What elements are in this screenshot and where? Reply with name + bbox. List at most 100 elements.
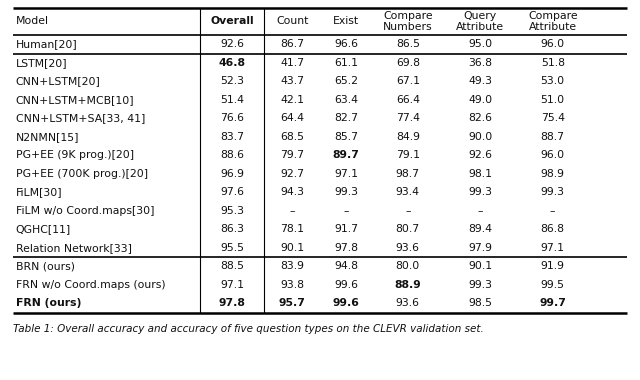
- Text: 79.7: 79.7: [280, 150, 304, 160]
- Text: CNN+LSTM+MCB[10]: CNN+LSTM+MCB[10]: [15, 95, 134, 105]
- Text: 52.3: 52.3: [220, 76, 244, 86]
- Text: Overall: Overall: [210, 16, 253, 27]
- Text: 96.0: 96.0: [541, 150, 564, 160]
- Text: 90.1: 90.1: [468, 261, 492, 271]
- Text: 49.0: 49.0: [468, 95, 492, 105]
- Text: 98.1: 98.1: [468, 169, 492, 179]
- Text: 51.0: 51.0: [541, 95, 564, 105]
- Text: –: –: [343, 206, 349, 216]
- Text: 84.9: 84.9: [396, 132, 420, 142]
- Text: N2NMN[15]: N2NMN[15]: [15, 132, 79, 142]
- Text: 86.5: 86.5: [396, 39, 420, 49]
- Text: 99.3: 99.3: [541, 187, 564, 197]
- Text: 68.5: 68.5: [280, 132, 304, 142]
- Text: 91.7: 91.7: [334, 224, 358, 234]
- Text: 99.5: 99.5: [541, 280, 564, 290]
- Text: Table 1: Overall accuracy and accuracy of five question types on the CLEVR valid: Table 1: Overall accuracy and accuracy o…: [13, 325, 484, 334]
- Text: FiLM w/o Coord.maps[30]: FiLM w/o Coord.maps[30]: [15, 206, 154, 216]
- Text: 85.7: 85.7: [334, 132, 358, 142]
- Text: 93.6: 93.6: [396, 298, 420, 308]
- Text: 66.4: 66.4: [396, 95, 420, 105]
- Text: QGHC[11]: QGHC[11]: [15, 224, 71, 234]
- Text: 99.6: 99.6: [334, 280, 358, 290]
- Text: 93.4: 93.4: [396, 187, 420, 197]
- Text: 82.6: 82.6: [468, 113, 492, 123]
- Text: 64.4: 64.4: [280, 113, 304, 123]
- Text: 97.9: 97.9: [468, 243, 492, 253]
- Text: 53.0: 53.0: [541, 76, 564, 86]
- Text: 51.8: 51.8: [541, 58, 564, 68]
- Text: LSTM[20]: LSTM[20]: [15, 58, 67, 68]
- Text: 97.8: 97.8: [334, 243, 358, 253]
- Text: –: –: [405, 206, 410, 216]
- Text: 88.7: 88.7: [541, 132, 564, 142]
- Text: 80.0: 80.0: [396, 261, 420, 271]
- Text: BRN (ours): BRN (ours): [15, 261, 74, 271]
- Text: 80.7: 80.7: [396, 224, 420, 234]
- Text: Model: Model: [15, 16, 49, 27]
- Text: 76.6: 76.6: [220, 113, 244, 123]
- Text: 75.4: 75.4: [541, 113, 564, 123]
- Text: 69.8: 69.8: [396, 58, 420, 68]
- Text: 88.5: 88.5: [220, 261, 244, 271]
- Text: 89.7: 89.7: [333, 150, 360, 160]
- Text: 49.3: 49.3: [468, 76, 492, 86]
- Text: 92.6: 92.6: [468, 150, 492, 160]
- Text: 95.0: 95.0: [468, 39, 492, 49]
- Text: 99.3: 99.3: [334, 187, 358, 197]
- Text: 97.1: 97.1: [220, 280, 244, 290]
- Text: CNN+LSTM+SA[33, 41]: CNN+LSTM+SA[33, 41]: [15, 113, 145, 123]
- Text: 99.7: 99.7: [540, 298, 566, 308]
- Text: 98.9: 98.9: [541, 169, 564, 179]
- Text: Human[20]: Human[20]: [15, 39, 77, 49]
- Text: CNN+LSTM[20]: CNN+LSTM[20]: [15, 76, 100, 86]
- Text: 97.1: 97.1: [541, 243, 564, 253]
- Text: FiLM[30]: FiLM[30]: [15, 187, 62, 197]
- Text: 96.6: 96.6: [334, 39, 358, 49]
- Text: 41.7: 41.7: [280, 58, 304, 68]
- Text: 65.2: 65.2: [334, 76, 358, 86]
- Text: 94.3: 94.3: [280, 187, 304, 197]
- Text: 78.1: 78.1: [280, 224, 304, 234]
- Text: Count: Count: [276, 16, 308, 27]
- Text: 99.6: 99.6: [333, 298, 360, 308]
- Text: 63.4: 63.4: [334, 95, 358, 105]
- Text: 98.5: 98.5: [468, 298, 492, 308]
- Text: 86.8: 86.8: [541, 224, 564, 234]
- Text: 43.7: 43.7: [280, 76, 304, 86]
- Text: 61.1: 61.1: [334, 58, 358, 68]
- Text: 79.1: 79.1: [396, 150, 420, 160]
- Text: 91.9: 91.9: [541, 261, 564, 271]
- Text: 89.4: 89.4: [468, 224, 492, 234]
- Text: 95.3: 95.3: [220, 206, 244, 216]
- Text: 96.9: 96.9: [220, 169, 244, 179]
- Text: –: –: [477, 206, 483, 216]
- Text: 97.8: 97.8: [218, 298, 245, 308]
- Text: Exist: Exist: [333, 16, 359, 27]
- Text: 94.8: 94.8: [334, 261, 358, 271]
- Text: 86.7: 86.7: [280, 39, 304, 49]
- Text: 67.1: 67.1: [396, 76, 420, 86]
- Text: 51.4: 51.4: [220, 95, 244, 105]
- Text: 83.7: 83.7: [220, 132, 244, 142]
- Text: 88.6: 88.6: [220, 150, 244, 160]
- Text: 93.6: 93.6: [396, 243, 420, 253]
- Text: Query
Attribute: Query Attribute: [456, 11, 504, 32]
- Text: 95.7: 95.7: [278, 298, 305, 308]
- Text: 99.3: 99.3: [468, 187, 492, 197]
- Text: –: –: [550, 206, 556, 216]
- Text: 90.0: 90.0: [468, 132, 492, 142]
- Text: 86.3: 86.3: [220, 224, 244, 234]
- Text: PG+EE (700K prog.)[20]: PG+EE (700K prog.)[20]: [15, 169, 148, 179]
- Text: 46.8: 46.8: [218, 58, 245, 68]
- Text: 99.3: 99.3: [468, 280, 492, 290]
- Text: 92.6: 92.6: [220, 39, 244, 49]
- Text: 96.0: 96.0: [541, 39, 564, 49]
- Text: 36.8: 36.8: [468, 58, 492, 68]
- Text: 93.8: 93.8: [280, 280, 304, 290]
- Text: 97.1: 97.1: [334, 169, 358, 179]
- Text: –: –: [289, 206, 295, 216]
- Text: 98.7: 98.7: [396, 169, 420, 179]
- Text: 97.6: 97.6: [220, 187, 244, 197]
- Text: 83.9: 83.9: [280, 261, 304, 271]
